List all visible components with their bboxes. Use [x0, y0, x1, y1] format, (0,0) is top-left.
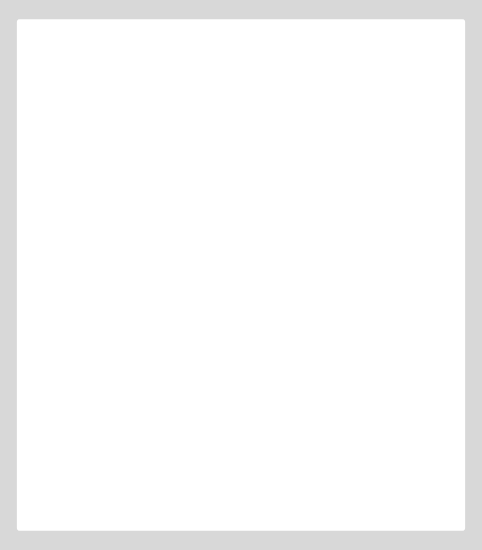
Text: across a 1 Ω resistor.: across a 1 Ω resistor. — [41, 119, 263, 137]
Text: $f(t) = B\,e^{-A|t|}$   volt  is  developed: $f(t) = B\,e^{-A|t|}$ volt is developed — [41, 92, 363, 117]
Text: B=58: B=58 — [202, 326, 280, 354]
Text: when A=29: when A=29 — [160, 280, 322, 308]
Text: in the resistor.: in the resistor. — [41, 182, 214, 200]
Text: 2-  What fraction of this energy is in the: 2- What fraction of this energy is in th… — [41, 205, 419, 223]
Text: frequency range of 0 – C rad/sec?: frequency range of 0 – C rad/sec? — [41, 232, 389, 250]
Text: C=41: C=41 — [202, 371, 280, 399]
Text: 1-  Calculate the total energy dissipated: 1- Calculate the total energy dissipated — [41, 155, 419, 173]
Text: Q.  The two – sided  exponential  voltage: Q. The two – sided exponential voltage — [41, 65, 412, 83]
